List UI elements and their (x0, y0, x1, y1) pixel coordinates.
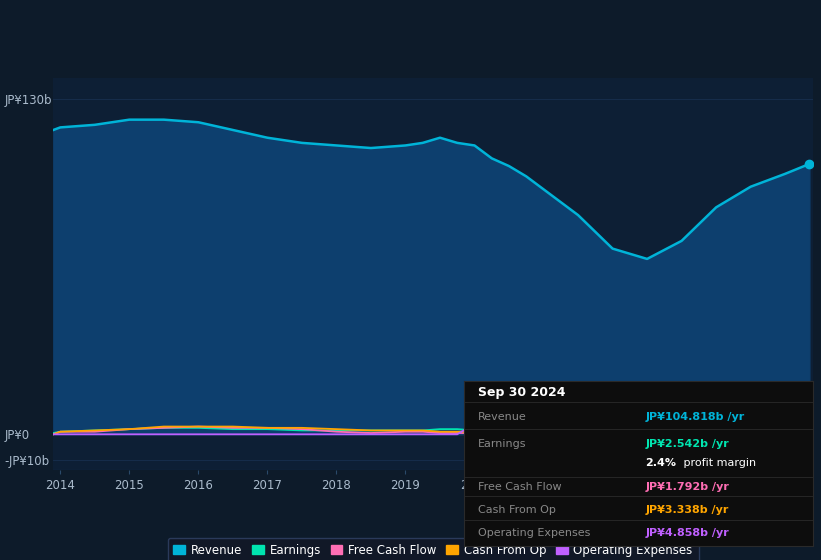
Text: Operating Expenses: Operating Expenses (478, 528, 590, 538)
Text: JP¥1.792b /yr: JP¥1.792b /yr (645, 482, 729, 492)
Text: JP¥3.338b /yr: JP¥3.338b /yr (645, 505, 729, 515)
Text: Free Cash Flow: Free Cash Flow (478, 482, 562, 492)
Text: Sep 30 2024: Sep 30 2024 (478, 386, 566, 399)
Text: Revenue: Revenue (478, 412, 526, 422)
Text: 2.4%: 2.4% (645, 459, 677, 468)
Text: Earnings: Earnings (478, 438, 526, 449)
Text: JP¥2.542b /yr: JP¥2.542b /yr (645, 438, 729, 449)
Text: JP¥104.818b /yr: JP¥104.818b /yr (645, 412, 745, 422)
Text: JP¥4.858b /yr: JP¥4.858b /yr (645, 528, 729, 538)
Text: profit margin: profit margin (680, 459, 756, 468)
Legend: Revenue, Earnings, Free Cash Flow, Cash From Op, Operating Expenses: Revenue, Earnings, Free Cash Flow, Cash … (167, 538, 699, 560)
Text: Cash From Op: Cash From Op (478, 505, 556, 515)
